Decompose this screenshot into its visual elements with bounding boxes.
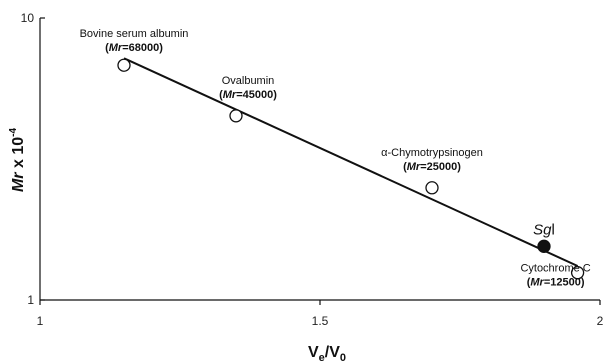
sgl-point <box>537 239 551 253</box>
point-mr-label: (Mr=45000) <box>219 89 277 101</box>
standard-point <box>425 181 439 195</box>
sgl-label: Sgl <box>533 221 555 238</box>
point-label: Bovine serum albumin <box>80 28 189 40</box>
x-ticks: 1 1.5 2 <box>37 300 604 328</box>
y-axis-title: Mr x 10-4 <box>8 128 27 192</box>
data-points: Bovine serum albumin (Mr=68000) Ovalbumin (… <box>80 28 591 288</box>
standard-point <box>229 109 243 123</box>
point-mr-label: (Mr=68000) <box>105 42 163 54</box>
x-tick-label: 1 <box>37 314 44 328</box>
standard-point <box>117 58 131 72</box>
point-label: Ovalbumin <box>222 75 275 87</box>
y-ticks: 1 10 <box>21 11 45 307</box>
point-label: α-Chymotrypsinogen <box>381 147 483 159</box>
plot-area: 110 1 1.5 2 Bovine serum albumin(Mr=68000)… <box>21 11 604 328</box>
point-label: Cytochrome C <box>520 263 590 275</box>
y-tick-label: 10 <box>21 11 35 25</box>
x-tick-label: 1.5 <box>312 314 329 328</box>
fit-line <box>123 57 579 267</box>
x-tick-label: 2 <box>597 314 604 328</box>
point-mr-label: (Mr=25000) <box>403 161 461 173</box>
x-axis-title: Ve/V0 <box>308 344 346 362</box>
point-mr-label: (Mr=12500) <box>527 277 585 289</box>
standard-point <box>570 266 585 280</box>
y-tick-label: 1 <box>27 293 34 307</box>
